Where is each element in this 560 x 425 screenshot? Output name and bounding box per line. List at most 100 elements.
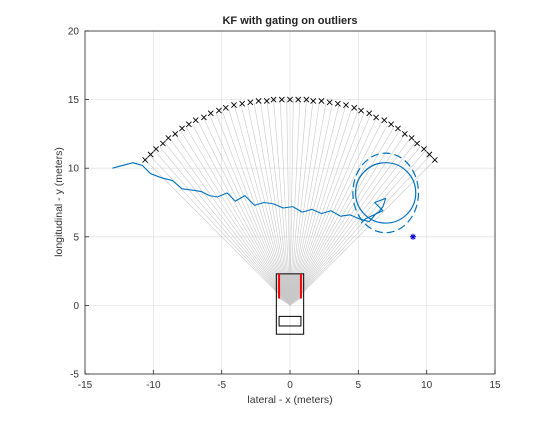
radar-beam	[289, 111, 358, 306]
gate-inner-circle	[354, 162, 417, 224]
vehicle-cabin	[278, 315, 302, 327]
kf-track-line	[112, 162, 387, 224]
detection-marker	[431, 157, 438, 163]
radar-beam	[154, 150, 291, 306]
x-tick-label: 15	[489, 380, 501, 391]
series-layer	[112, 96, 438, 240]
radar-beam	[289, 108, 352, 306]
radar-beams	[144, 99, 436, 306]
detection-marker	[303, 96, 310, 103]
radar-beam	[192, 124, 291, 306]
y-tick-label: 5	[73, 232, 79, 243]
radar-beam	[186, 127, 291, 306]
detection-marker	[179, 125, 185, 132]
radar-beam	[247, 103, 291, 306]
radar-beam	[289, 103, 333, 306]
vehicle	[275, 273, 305, 335]
radar-beam	[289, 138, 411, 306]
detection-marker	[287, 96, 293, 103]
radar-beam	[289, 107, 346, 306]
radar-beam	[289, 146, 421, 306]
radar-beam	[289, 150, 426, 306]
radar-beam	[240, 105, 291, 306]
radar-beam	[149, 155, 291, 306]
detection-marker	[222, 104, 229, 111]
vehicle-body	[275, 273, 305, 335]
y-axis-label: longitudinal - y (meters)	[53, 147, 65, 257]
detection-marker	[172, 130, 179, 137]
detection-marker	[366, 110, 373, 117]
detection-marker	[373, 114, 380, 121]
y-tick-label: 15	[68, 95, 80, 106]
radar-beam	[180, 130, 291, 306]
gate-outer-circle	[352, 152, 420, 234]
detection-marker	[185, 121, 192, 128]
radar-beam	[289, 155, 431, 306]
radar-beam	[159, 146, 291, 306]
radar-beam	[203, 118, 291, 306]
detection-marker	[216, 107, 222, 114]
y-tick-label: 0	[73, 301, 79, 312]
detection-marker	[318, 98, 325, 104]
radar-beam	[289, 105, 340, 306]
radar-beam	[266, 100, 291, 306]
detection-marker	[421, 146, 427, 152]
detection-marker	[263, 98, 270, 104]
detection-marker	[388, 121, 395, 128]
radar-beam	[289, 100, 307, 306]
x-tick-label: -10	[146, 380, 161, 391]
detection-marker	[255, 98, 262, 104]
radar-beam	[164, 142, 291, 306]
detection-marker	[192, 117, 199, 124]
detection-marker	[231, 102, 237, 109]
radar-beam	[222, 111, 291, 306]
radar-beam	[289, 102, 327, 306]
detection-marker	[381, 117, 388, 124]
radar-beam	[289, 100, 314, 306]
gating-ellipses	[352, 152, 420, 234]
radar-beam	[144, 159, 291, 306]
radar-beam	[289, 99, 294, 306]
detection-marker	[351, 104, 358, 111]
radar-beam	[197, 121, 291, 306]
detection-marker	[142, 157, 149, 163]
radar-beam	[289, 99, 301, 306]
y-tick-label: 20	[68, 27, 80, 38]
chart-title: KF with gating on outliers	[222, 15, 357, 27]
y-tick-label: -5	[70, 370, 79, 381]
y-tick-label: 10	[68, 164, 80, 175]
outlier-marker	[410, 233, 416, 240]
radar-beam	[289, 101, 320, 306]
detection-marker	[247, 99, 254, 106]
ticks: -15 -10 -5 0 5 10 15 -5 0 5 10 15 20	[68, 27, 501, 392]
radar-beam	[289, 142, 416, 306]
detection-marker	[270, 96, 277, 103]
radar-beam	[289, 159, 436, 306]
x-tick-label: 5	[356, 380, 362, 391]
radar-beam	[234, 107, 291, 306]
detection-marker	[408, 135, 415, 141]
radar-beam	[289, 130, 400, 306]
detection-marker	[165, 135, 172, 141]
radar-beam	[228, 108, 291, 306]
radar-beam	[273, 100, 291, 306]
radar-beam	[169, 138, 291, 306]
detection-marker	[334, 100, 341, 107]
detection-marker	[159, 140, 166, 147]
sensor-coverage-patch	[279, 273, 301, 306]
detection-marker	[295, 96, 302, 103]
detection-marker	[343, 102, 349, 109]
x-tick-label: 0	[287, 380, 293, 391]
detection-marker	[310, 98, 317, 104]
x-tick-label: 10	[421, 380, 433, 391]
detection-marker	[239, 100, 246, 107]
detection-marker	[358, 107, 364, 114]
x-tick-label: -5	[217, 380, 226, 391]
x-axis-label: lateral - x (meters)	[247, 394, 332, 406]
detection-marker	[426, 151, 433, 158]
x-tick-label: -15	[78, 380, 93, 391]
detection-marker	[200, 114, 207, 121]
radar-beam	[286, 99, 291, 306]
